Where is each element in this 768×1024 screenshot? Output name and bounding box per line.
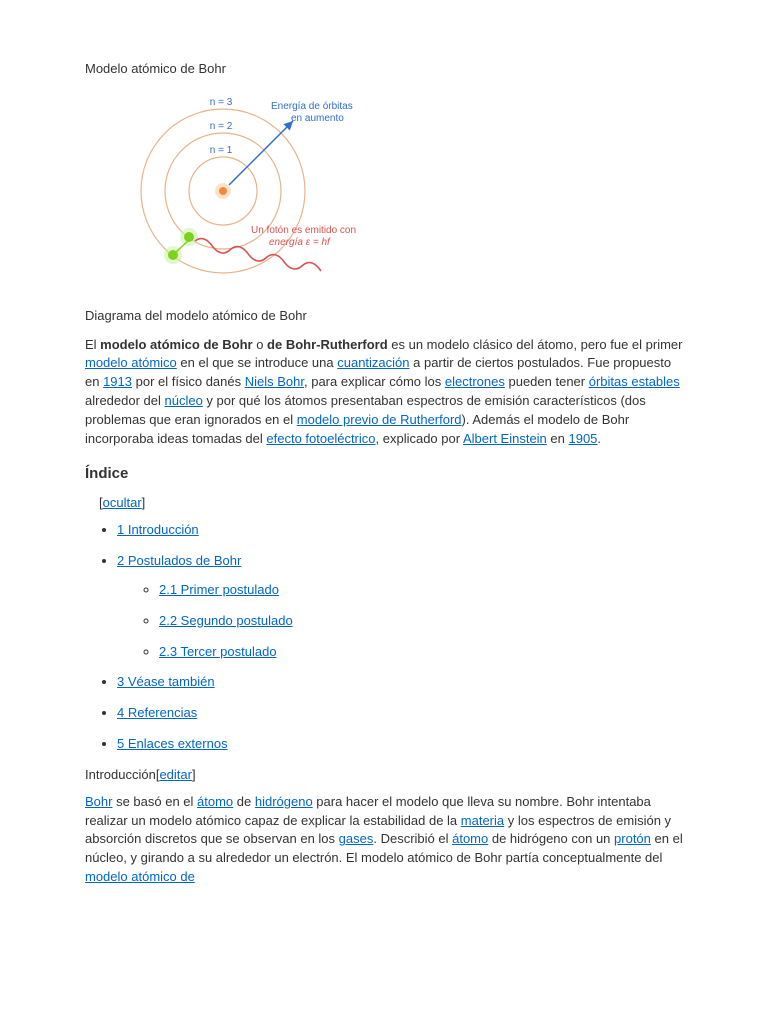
toc-item: 2 Postulados de Bohr 2.1 Primer postulad… bbox=[117, 552, 683, 661]
toc-toggle: [ocultar] bbox=[99, 494, 683, 513]
toc-link-tercer[interactable]: 2.3 Tercer postulado bbox=[159, 644, 277, 659]
text: de bbox=[233, 794, 255, 809]
toc-subitem: 2.2 Segundo postulado bbox=[159, 612, 683, 631]
text: en bbox=[547, 431, 569, 446]
link-cuantizacion[interactable]: cuantización bbox=[337, 355, 409, 370]
body-paragraph: Bohr se basó en el átomo de hidrógeno pa… bbox=[85, 793, 683, 887]
toc-link-postulados[interactable]: 2 Postulados de Bohr bbox=[117, 553, 241, 568]
link-modelo-atomico-de[interactable]: modelo atómico de bbox=[85, 869, 195, 884]
link-modelo-atomico[interactable]: modelo atómico bbox=[85, 355, 177, 370]
text: por el físico danés bbox=[132, 374, 245, 389]
page-title: Modelo atómico de Bohr bbox=[85, 60, 683, 79]
toc-item: 4 Referencias bbox=[117, 704, 683, 723]
link-1905[interactable]: 1905 bbox=[568, 431, 597, 446]
toc-link-segundo[interactable]: 2.2 Segundo postulado bbox=[159, 613, 293, 628]
indice-heading: Índice bbox=[85, 463, 683, 485]
diagram-caption: Diagrama del modelo atómico de Bohr bbox=[85, 307, 683, 326]
link-proton[interactable]: protón bbox=[614, 831, 651, 846]
toc-sublist: 2.1 Primer postulado 2.2 Segundo postula… bbox=[159, 581, 683, 662]
link-electrones[interactable]: electrones bbox=[445, 374, 505, 389]
link-fotoelectrico[interactable]: efecto fotoeléctrico bbox=[266, 431, 375, 446]
svg-text:n = 3: n = 3 bbox=[210, 97, 233, 108]
link-orbitas[interactable]: órbitas estables bbox=[589, 374, 680, 389]
bohr-diagram: n = 1 n = 2 n = 3 Energía de órbitasen aume… bbox=[93, 91, 683, 297]
text: de hidrógeno con un bbox=[488, 831, 614, 846]
text: se basó en el bbox=[112, 794, 197, 809]
text: pueden tener bbox=[505, 374, 589, 389]
svg-text:Energía de órbitas: Energía de órbitas bbox=[271, 101, 353, 112]
toc-link-introduccion[interactable]: 1 Introducción bbox=[117, 522, 199, 537]
toc-link-primer[interactable]: 2.1 Primer postulado bbox=[159, 582, 279, 597]
link-rutherford[interactable]: modelo previo de Rutherford bbox=[297, 412, 462, 427]
section-introduccion: Introducción[editar] bbox=[85, 766, 683, 785]
text: en el que se introduce una bbox=[177, 355, 337, 370]
toc-link-enlaces[interactable]: 5 Enlaces externos bbox=[117, 736, 228, 751]
intro-paragraph: El modelo atómico de Bohr o de Bohr-Ruth… bbox=[85, 336, 683, 449]
toc-item: 3 Véase también bbox=[117, 673, 683, 692]
text: El bbox=[85, 337, 100, 352]
section-title: Introducción bbox=[85, 767, 156, 782]
link-gases[interactable]: gases bbox=[339, 831, 374, 846]
svg-text:n = 1: n = 1 bbox=[210, 145, 233, 156]
bold-term: modelo atómico de Bohr bbox=[100, 337, 252, 352]
text: . bbox=[597, 431, 601, 446]
link-atomo2[interactable]: átomo bbox=[452, 831, 488, 846]
bracket: ] bbox=[142, 495, 146, 510]
text: es un modelo clásico del átomo, pero fue… bbox=[388, 337, 683, 352]
toc-item: 5 Enlaces externos bbox=[117, 735, 683, 754]
bold-term: de Bohr-Rutherford bbox=[267, 337, 388, 352]
link-hidrogeno[interactable]: hidrógeno bbox=[255, 794, 313, 809]
text: alrededor del bbox=[85, 393, 165, 408]
svg-text:n = 2: n = 2 bbox=[210, 121, 233, 132]
text: . Describió el bbox=[373, 831, 452, 846]
toc-subitem: 2.1 Primer postulado bbox=[159, 581, 683, 600]
link-editar[interactable]: editar bbox=[159, 767, 192, 782]
link-bohr[interactable]: Bohr bbox=[85, 794, 112, 809]
toc-link-referencias[interactable]: 4 Referencias bbox=[117, 705, 197, 720]
text: o bbox=[253, 337, 267, 352]
text: , para explicar cómo los bbox=[304, 374, 445, 389]
svg-text:Un fotón es emitido con: Un fotón es emitido con bbox=[251, 225, 356, 236]
link-nucleo[interactable]: núcleo bbox=[165, 393, 203, 408]
link-ocultar[interactable]: ocultar bbox=[103, 495, 142, 510]
toc-subitem: 2.3 Tercer postulado bbox=[159, 643, 683, 662]
bracket: ] bbox=[192, 767, 196, 782]
svg-text:energía ε = hf: energía ε = hf bbox=[269, 237, 331, 248]
toc-link-vease[interactable]: 3 Véase también bbox=[117, 674, 215, 689]
link-1913[interactable]: 1913 bbox=[103, 374, 132, 389]
toc-list: 1 Introducción 2 Postulados de Bohr 2.1 … bbox=[117, 521, 683, 754]
link-niels-bohr[interactable]: Niels Bohr bbox=[245, 374, 304, 389]
toc-item: 1 Introducción bbox=[117, 521, 683, 540]
link-materia[interactable]: materia bbox=[461, 813, 504, 828]
link-einstein[interactable]: Albert Einstein bbox=[463, 431, 547, 446]
text: , explicado por bbox=[376, 431, 463, 446]
svg-text:en aumento: en aumento bbox=[291, 113, 344, 124]
link-atomo[interactable]: átomo bbox=[197, 794, 233, 809]
